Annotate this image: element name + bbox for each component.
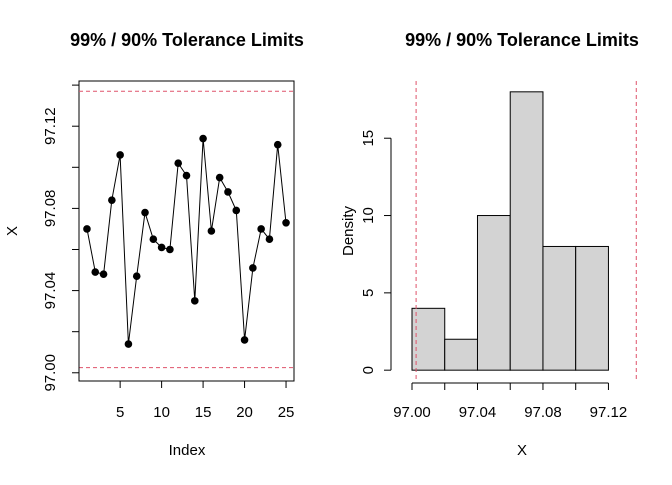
y-tick-label: 0 (360, 366, 377, 374)
x-tick-label: 97.08 (524, 404, 562, 421)
data-point (190, 297, 199, 305)
histogram-bar (476, 215, 511, 371)
index-plot-title: 99% / 90% Tolerance Limits (70, 30, 304, 50)
histogram-x-axis-label: X (517, 442, 527, 459)
data-point (99, 270, 108, 278)
data-point (215, 173, 224, 182)
data-point (265, 235, 274, 244)
data-point (207, 227, 216, 235)
series-line (86, 138, 287, 345)
histogram-bar (542, 245, 577, 371)
histogram-y-axis-label: Density (340, 205, 357, 256)
data-point (91, 268, 100, 276)
x-tick-label: 20 (236, 404, 253, 421)
data-point (257, 225, 265, 233)
histogram-bar (575, 245, 609, 371)
data-point (182, 171, 191, 180)
data-point (83, 225, 91, 233)
data-point (166, 245, 174, 254)
data-point (224, 188, 232, 196)
data-point (199, 134, 207, 143)
histogram-x-axis: 97.00 97.04 97.08 97.12 (393, 382, 628, 421)
histogram-bar (509, 91, 544, 371)
data-point (240, 336, 249, 344)
data-point (116, 151, 124, 159)
histogram-y-axis: 0 5 10 15 (360, 130, 392, 374)
x-tick-label: 10 (153, 404, 170, 421)
data-point (132, 272, 141, 281)
x-tick-label: 5 (116, 404, 124, 421)
x-tick-label: 97.00 (393, 404, 431, 421)
index-plot-y-axis: 97.00 97.04 97.08 97.12 (42, 84, 80, 392)
histogram-bar (411, 307, 446, 371)
histogram-tolerance-limits (415, 81, 637, 381)
data-point (273, 140, 282, 149)
histogram-bars (411, 91, 609, 371)
x-tick-label: 97.12 (590, 404, 628, 421)
data-point (282, 218, 290, 227)
data-point (157, 243, 166, 252)
data-point (124, 340, 133, 348)
data-point (108, 196, 116, 204)
y-tick-label: 10 (360, 207, 377, 224)
histogram-panel: 99% / 90% Tolerance Limits X Density 97.… (340, 30, 639, 459)
y-tick-label: 97.00 (42, 354, 59, 392)
y-tick-label: 97.04 (42, 272, 59, 310)
data-point (174, 159, 183, 167)
index-plot-series-line (86, 138, 287, 345)
index-plot-tolerance-limits (79, 90, 294, 369)
data-point (249, 264, 257, 272)
y-tick-label: 5 (360, 289, 377, 297)
x-tick-label: 25 (278, 404, 295, 421)
y-tick-label: 97.12 (42, 107, 59, 145)
histogram-title: 99% / 90% Tolerance Limits (405, 30, 639, 50)
histogram-bar (444, 338, 478, 371)
y-tick-label: 15 (360, 130, 377, 147)
index-plot-panel: 99% / 90% Tolerance Limits Index X 5 10 15… (4, 30, 304, 459)
data-point (232, 206, 241, 215)
data-point (141, 208, 149, 217)
x-tick-label: 15 (195, 404, 212, 421)
index-plot-x-axis: 5 10 15 20 25 (116, 380, 295, 421)
index-plot-points (83, 134, 290, 348)
data-point (149, 235, 158, 244)
index-plot-y-axis-label: X (4, 226, 21, 236)
index-plot-x-axis-label: Index (169, 442, 206, 459)
y-tick-label: 97.08 (42, 190, 59, 228)
x-tick-label: 97.04 (459, 404, 497, 421)
